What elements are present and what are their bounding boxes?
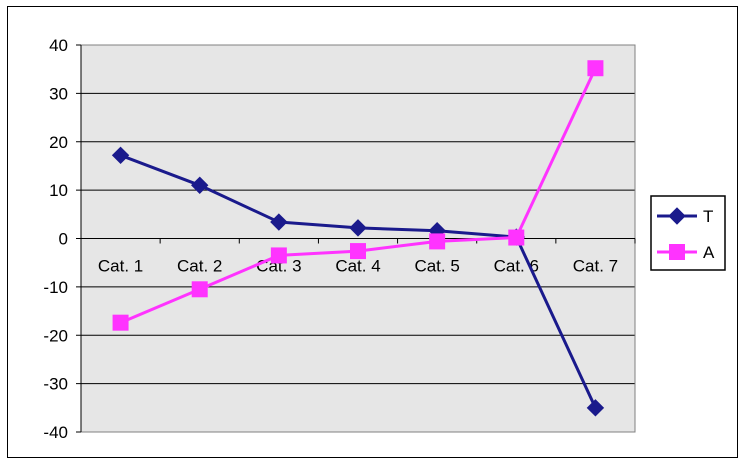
data-point (191, 281, 208, 298)
y-tick-label: 20 (49, 133, 68, 152)
legend-box (650, 195, 726, 271)
y-tick-label: 30 (49, 84, 68, 103)
y-tick-label: 40 (49, 36, 68, 55)
data-point (586, 399, 605, 417)
data-point (191, 176, 209, 194)
y-tick-label: -10 (43, 278, 68, 297)
y-tick-label: 0 (59, 230, 68, 249)
data-point (668, 207, 686, 225)
x-tick-label: Cat. 2 (177, 257, 222, 276)
x-tick-label: Cat. 1 (98, 257, 143, 276)
data-point (112, 314, 129, 331)
data-point (587, 60, 604, 77)
y-tick-label: -40 (43, 423, 68, 442)
data-point (270, 213, 288, 231)
x-tick-label: Cat. 7 (573, 257, 618, 276)
y-tick-label: 10 (49, 181, 68, 200)
data-point (350, 243, 366, 260)
data-point (508, 229, 525, 246)
data-point (349, 219, 367, 237)
x-tick-label: Cat. 5 (414, 257, 459, 276)
data-point (429, 233, 446, 250)
y-tick-label: -20 (43, 326, 68, 345)
data-point (111, 146, 130, 165)
data-point (270, 247, 287, 264)
legend-label: T (703, 207, 713, 226)
data-point (669, 244, 685, 260)
y-tick-label: -30 (43, 375, 68, 394)
legend-label: A (703, 243, 715, 262)
x-tick-label: Cat. 4 (335, 257, 380, 276)
